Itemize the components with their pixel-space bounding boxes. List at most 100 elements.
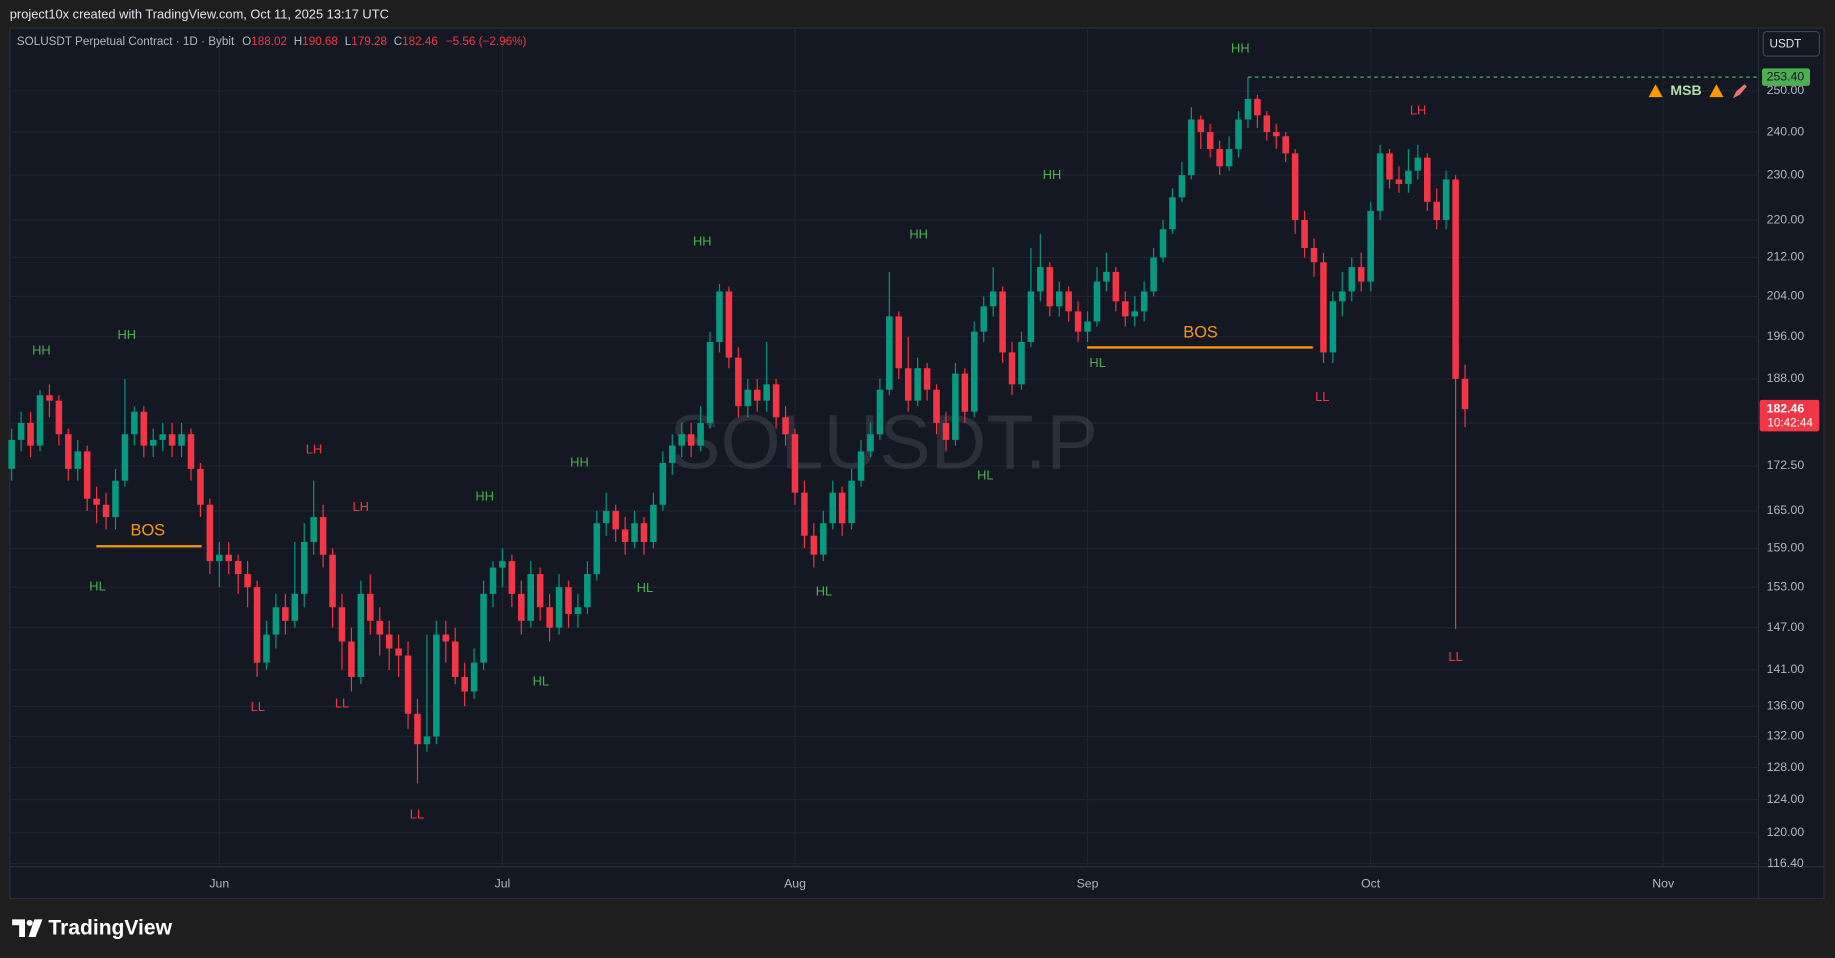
candle-body bbox=[1235, 119, 1242, 150]
candle-body bbox=[1018, 341, 1025, 385]
candle-body bbox=[1037, 267, 1044, 292]
candle-body bbox=[725, 291, 733, 358]
annotation: LH bbox=[306, 442, 322, 457]
candle-body bbox=[584, 574, 591, 608]
candle-body bbox=[1424, 157, 1431, 202]
legend-letter: H bbox=[294, 35, 302, 48]
candle-body bbox=[1074, 311, 1082, 332]
candle-body bbox=[1065, 291, 1072, 312]
y-tick-label: 147.00 bbox=[1767, 620, 1805, 634]
legend-value: 188.02 bbox=[251, 35, 287, 48]
annotation: HH bbox=[693, 234, 712, 249]
annotation: LH bbox=[1410, 103, 1426, 118]
rocket-icon bbox=[1732, 84, 1747, 99]
legend: SOLUSDT Perpetual Contract · 1D · Bybit … bbox=[17, 35, 527, 48]
price-tag-label: 182.46 bbox=[1767, 401, 1805, 415]
candle-body bbox=[55, 400, 63, 435]
candle-body bbox=[735, 357, 742, 407]
candle-body bbox=[489, 567, 497, 594]
y-tick-label: 159.00 bbox=[1767, 541, 1805, 555]
candle-body bbox=[1027, 291, 1035, 342]
candle-body bbox=[895, 316, 903, 369]
y-tick-label: 204.00 bbox=[1767, 289, 1805, 303]
candle-body bbox=[140, 411, 148, 446]
candle-body bbox=[1206, 132, 1214, 150]
y-tick-label: 132.00 bbox=[1767, 729, 1805, 743]
candle-body bbox=[593, 523, 601, 575]
candle-body bbox=[791, 434, 799, 493]
candle-body bbox=[1169, 197, 1176, 230]
candle-body bbox=[1178, 175, 1186, 198]
candle-body bbox=[1339, 291, 1346, 302]
candle-body bbox=[1405, 170, 1412, 184]
candle-body bbox=[536, 574, 544, 608]
candle-body bbox=[669, 445, 676, 464]
candle-body bbox=[848, 480, 855, 524]
candle-body bbox=[216, 554, 223, 562]
candle-body bbox=[1357, 267, 1365, 282]
candle-body bbox=[744, 389, 752, 407]
candle-body bbox=[253, 587, 261, 663]
candle-body bbox=[829, 492, 837, 524]
header-text: project10x created with TradingView.com,… bbox=[10, 7, 389, 22]
candle-body bbox=[1386, 153, 1393, 180]
y-tick-label: 124.00 bbox=[1767, 792, 1805, 806]
candle-body bbox=[1442, 179, 1450, 221]
currency-box[interactable] bbox=[1762, 30, 1820, 57]
y-tick-label: 212.00 bbox=[1767, 250, 1805, 264]
candle-body bbox=[310, 517, 317, 542]
candle-body bbox=[385, 634, 393, 649]
y-tick-label: 196.00 bbox=[1767, 329, 1805, 343]
annotation: LL bbox=[335, 696, 349, 711]
candle-body bbox=[451, 641, 459, 677]
price-tag bbox=[1762, 68, 1810, 86]
candle-body bbox=[697, 422, 704, 446]
plot: Jun Jul Aug Sep Oct Nov 250.00 240.00 230.00 220.… bbox=[8, 28, 1820, 891]
candle-body bbox=[772, 384, 780, 418]
candle-body bbox=[933, 389, 940, 423]
candle-body bbox=[1159, 229, 1167, 258]
candle-body bbox=[1055, 291, 1063, 307]
currency: USDT bbox=[1770, 38, 1802, 51]
candle-body bbox=[272, 607, 280, 635]
candle-body bbox=[168, 434, 176, 446]
candle-body bbox=[206, 504, 214, 562]
candle-body bbox=[753, 389, 761, 401]
candle-body bbox=[338, 607, 346, 642]
candle-body bbox=[1188, 119, 1195, 176]
candle-body bbox=[404, 655, 412, 714]
candle-body bbox=[1348, 267, 1356, 292]
candle-body bbox=[423, 736, 431, 745]
candle-body bbox=[282, 607, 289, 621]
candle-body bbox=[1433, 201, 1440, 221]
legend-value: 182.46 bbox=[402, 35, 438, 48]
candle-body bbox=[1140, 291, 1148, 312]
chart-area bbox=[9, 27, 1825, 899]
annotation: LL bbox=[410, 807, 424, 822]
candle-body bbox=[367, 593, 374, 621]
y-tick-label: 120.00 bbox=[1767, 825, 1805, 839]
annotation: HH bbox=[570, 455, 589, 470]
candle-body bbox=[1414, 157, 1422, 171]
candle-body bbox=[1008, 352, 1016, 385]
candle-body bbox=[1301, 220, 1308, 248]
y-tick-label: 220.00 bbox=[1767, 212, 1805, 226]
candle-body bbox=[1395, 179, 1403, 184]
candle-body bbox=[914, 368, 921, 401]
candle-body bbox=[329, 554, 336, 608]
candle-body bbox=[602, 510, 610, 524]
candle-body bbox=[263, 634, 270, 663]
x-tick-label: Jun bbox=[209, 877, 229, 891]
candle-body bbox=[83, 451, 91, 499]
candle-body bbox=[1046, 267, 1054, 307]
candle-body bbox=[942, 422, 950, 440]
warning-icon bbox=[1648, 84, 1663, 98]
candle-body bbox=[687, 434, 695, 446]
legend-title: SOLUSDT Perpetual Contract · 1D · Bybit bbox=[17, 35, 235, 48]
candle-body bbox=[1282, 136, 1289, 154]
candle-body bbox=[1273, 132, 1280, 137]
annotation: HL bbox=[637, 580, 653, 595]
candle-body bbox=[234, 561, 242, 575]
